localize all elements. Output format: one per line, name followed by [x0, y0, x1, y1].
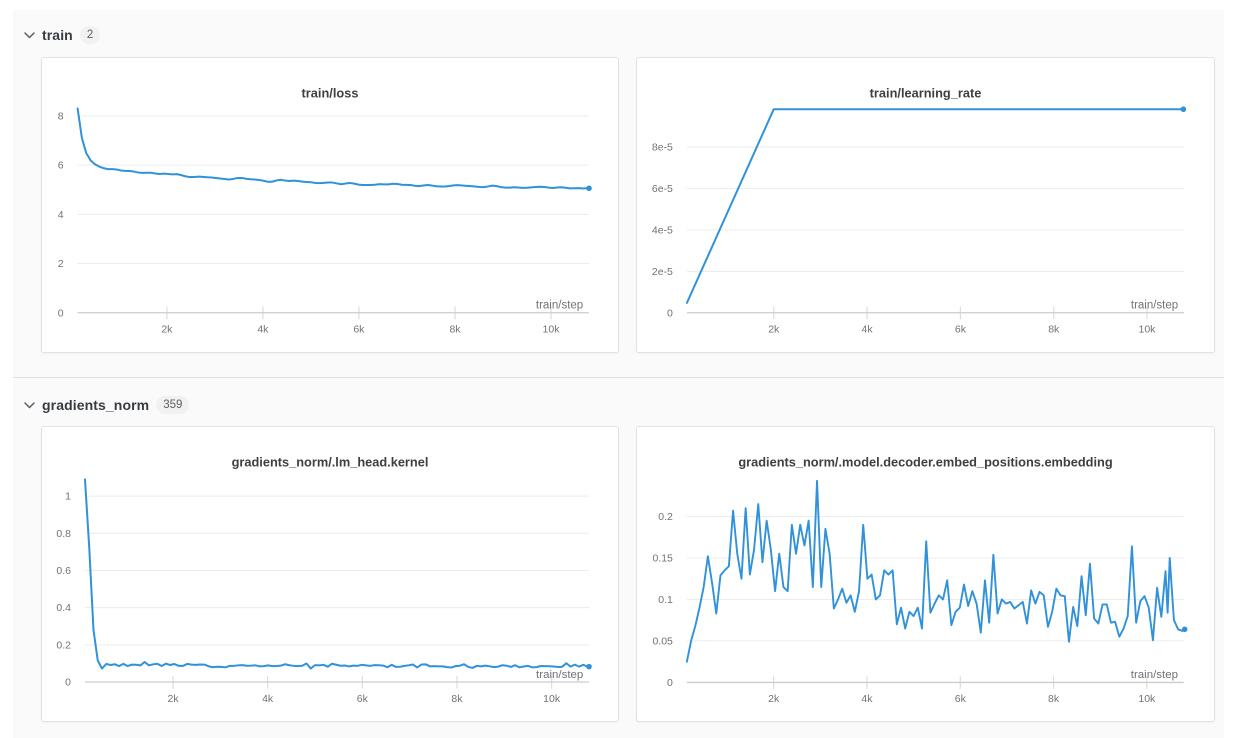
svg-text:6e-5: 6e-5 [652, 183, 673, 195]
svg-text:4k: 4k [862, 694, 874, 705]
svg-text:2e-5: 2e-5 [652, 266, 673, 278]
svg-text:8: 8 [58, 110, 64, 122]
svg-text:train/step: train/step [1131, 299, 1178, 311]
svg-text:6k: 6k [357, 694, 369, 705]
svg-text:8k: 8k [1048, 694, 1060, 705]
svg-text:0.15: 0.15 [653, 553, 674, 564]
svg-text:2k: 2k [769, 694, 781, 705]
svg-text:0.2: 0.2 [659, 512, 674, 523]
svg-text:gradients_norm/.model.decoder.: gradients_norm/.model.decoder.embed_posi… [739, 454, 1113, 469]
svg-text:4e-5: 4e-5 [652, 224, 673, 236]
svg-text:0.4: 0.4 [57, 603, 72, 614]
svg-text:gradients_norm/.lm_head.kernel: gradients_norm/.lm_head.kernel [232, 454, 429, 469]
svg-text:0: 0 [65, 678, 71, 689]
svg-text:4k: 4k [258, 323, 270, 335]
svg-text:0: 0 [667, 678, 673, 689]
svg-text:10k: 10k [1139, 694, 1157, 705]
svg-text:0: 0 [667, 307, 673, 319]
svg-text:6k: 6k [955, 323, 967, 335]
svg-text:4k: 4k [862, 323, 874, 335]
svg-text:10k: 10k [1139, 323, 1157, 335]
svg-text:4k: 4k [262, 694, 274, 705]
svg-text:train/step: train/step [536, 669, 583, 681]
svg-text:6: 6 [58, 159, 64, 171]
svg-text:2: 2 [58, 258, 64, 270]
svg-text:0: 0 [58, 307, 64, 319]
svg-text:0.2: 0.2 [57, 640, 72, 651]
svg-text:2k: 2k [769, 323, 781, 335]
svg-text:0.1: 0.1 [659, 595, 674, 606]
svg-text:2k: 2k [168, 694, 180, 705]
svg-text:8k: 8k [1049, 323, 1061, 335]
svg-text:10k: 10k [543, 323, 561, 335]
svg-text:10k: 10k [543, 694, 561, 705]
svg-text:train/learning_rate: train/learning_rate [870, 85, 982, 100]
svg-text:train/step: train/step [536, 299, 583, 311]
svg-text:0.05: 0.05 [653, 636, 674, 647]
svg-text:train/step: train/step [1131, 669, 1178, 681]
svg-text:0.8: 0.8 [57, 529, 72, 540]
svg-text:8e-5: 8e-5 [652, 141, 673, 153]
svg-text:6k: 6k [354, 323, 366, 335]
svg-text:8k: 8k [450, 323, 462, 335]
svg-text:4: 4 [58, 209, 64, 221]
svg-text:train/loss: train/loss [302, 85, 359, 100]
svg-text:6k: 6k [955, 694, 967, 705]
svg-text:8k: 8k [452, 694, 464, 705]
svg-text:0.6: 0.6 [57, 566, 72, 577]
svg-text:2k: 2k [162, 323, 174, 335]
svg-text:1: 1 [65, 492, 71, 503]
